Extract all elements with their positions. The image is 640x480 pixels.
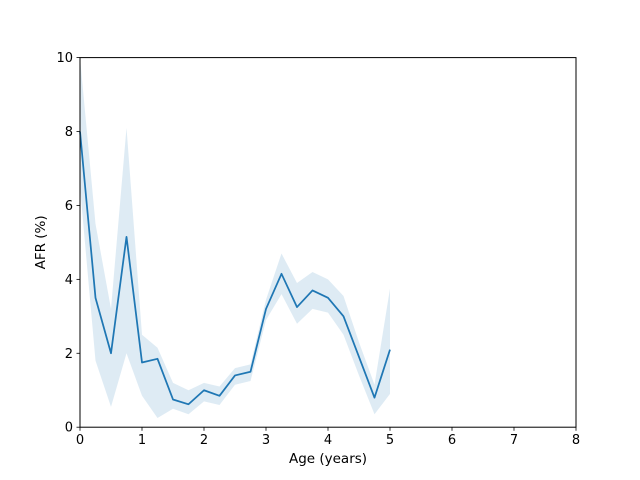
y-tick-label: 6 (65, 199, 73, 214)
x-tick-label: 8 (572, 433, 580, 448)
x-tick-label: 6 (448, 433, 456, 448)
x-tick-label: 2 (200, 433, 208, 448)
x-tick-label: 4 (324, 433, 332, 448)
x-tick-label: 3 (262, 433, 270, 448)
x-tick-label: 1 (138, 433, 146, 448)
y-tick-label: 4 (65, 273, 73, 288)
x-tick-label: 0 (76, 433, 84, 448)
y-tick-label: 0 (65, 421, 73, 436)
y-tick-label: 8 (65, 125, 73, 140)
x-tick-label: 7 (510, 433, 518, 448)
y-tick-label: 2 (65, 347, 73, 362)
x-tick-label: 5 (386, 433, 394, 448)
afr-line (79, 131, 391, 406)
confidence-band (80, 57, 390, 418)
x-axis-label: Age (years) (289, 451, 367, 467)
y-axis-label: AFR (%) (33, 215, 49, 269)
y-tick-label: 10 (56, 51, 73, 66)
